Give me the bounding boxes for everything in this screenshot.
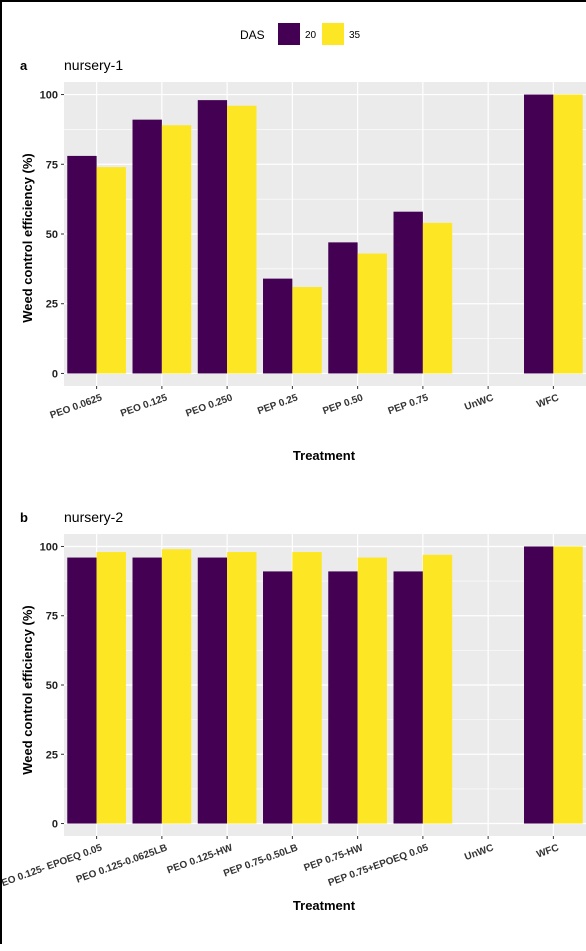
x-tick-label: PEO 0.125 — [119, 392, 169, 419]
legend: DAS 20 35 — [240, 23, 361, 45]
bar-a-20-1 — [132, 119, 162, 374]
x-tick-label: PEP 0.25 — [256, 392, 300, 417]
x-tick-label: WFC — [535, 842, 560, 860]
bar-a-35-0 — [96, 167, 126, 374]
y-axis-label-b: Weed control efficiency (%) — [20, 605, 35, 775]
bar-b-35-3 — [292, 552, 322, 824]
bar-b-35-7 — [553, 546, 583, 824]
bar-a-35-3 — [292, 286, 322, 374]
x-axis-label-b: Treatment — [293, 898, 356, 913]
bar-b-20-4 — [328, 571, 358, 824]
bar-b-20-3 — [263, 571, 293, 824]
bar-a-35-1 — [161, 125, 192, 374]
panel-title-b: nursery-2 — [64, 509, 123, 525]
bar-a-20-2 — [197, 100, 228, 374]
panel-title-a: nursery-1 — [64, 57, 123, 73]
bar-b-35-0 — [96, 552, 126, 824]
y-tick-label: 50 — [46, 229, 58, 241]
bar-a-35-5 — [422, 222, 453, 374]
y-tick-label: 75 — [46, 159, 58, 171]
bar-a-20-3 — [263, 278, 293, 374]
bar-b-35-1 — [161, 549, 192, 824]
panel-b: b nursery-2 Weed control efficiency (%) … — [0, 509, 586, 913]
x-tick-label: WFC — [535, 392, 560, 410]
bar-a-20-7 — [524, 94, 554, 374]
plot-area-a: 0 25 50 75 100 PEO 0.0625 PEO 0.125 PEO 0.250 PE… — [40, 82, 586, 421]
x-tick-label: PEP 0.75 — [387, 392, 431, 417]
panel-letter-a: a — [20, 58, 28, 73]
legend-title: DAS — [240, 28, 265, 42]
panel-letter-b: b — [20, 510, 28, 525]
bar-b-35-2 — [227, 552, 257, 824]
y-tick-label: 50 — [46, 680, 58, 692]
legend-label-35: 35 — [349, 30, 361, 41]
legend-label-20: 20 — [305, 30, 317, 41]
y-tick-label: 100 — [40, 541, 58, 553]
y-tick-label: 25 — [46, 749, 58, 761]
bar-a-35-4 — [357, 253, 387, 374]
panel-a: a nursery-1 Weed control efficiency (%) … — [20, 57, 586, 463]
bar-a-35-7 — [553, 94, 583, 374]
x-tick-label: PEP 0.50 — [321, 392, 365, 417]
bar-b-35-5 — [422, 554, 453, 824]
bar-b-20-5 — [393, 571, 423, 824]
y-tick-label: 25 — [46, 299, 58, 311]
y-tick-label: 100 — [40, 90, 58, 102]
bar-a-20-0 — [67, 155, 97, 374]
x-tick-label: PEO 0.125- EPOEQ 0.05 — [2, 842, 104, 891]
bar-b-20-2 — [197, 557, 228, 824]
y-axis-label-a: Weed control efficiency (%) — [20, 153, 35, 323]
y-tick-label: 0 — [52, 819, 58, 831]
x-tick-label: UnWC — [463, 842, 495, 863]
bar-b-35-4 — [357, 557, 387, 824]
legend-swatch-20 — [278, 23, 300, 45]
x-tick-label: PEO 0.250 — [184, 392, 234, 419]
legend-swatch-35 — [322, 23, 344, 45]
bar-b-20-7 — [524, 546, 554, 824]
x-axis-label-a: Treatment — [293, 448, 356, 463]
bar-a-20-5 — [393, 211, 423, 374]
y-tick-label: 75 — [46, 611, 58, 623]
bar-a-35-2 — [227, 105, 257, 374]
bar-a-20-4 — [328, 242, 358, 374]
bar-b-20-1 — [132, 557, 162, 824]
bar-b-20-0 — [67, 557, 97, 824]
y-tick-label: 0 — [52, 368, 58, 380]
x-tick-label: UnWC — [463, 392, 495, 413]
x-tick-label: PEO 0.0625 — [49, 392, 104, 421]
x-tick-label: PEP 0.75-0.50LB — [222, 842, 299, 879]
